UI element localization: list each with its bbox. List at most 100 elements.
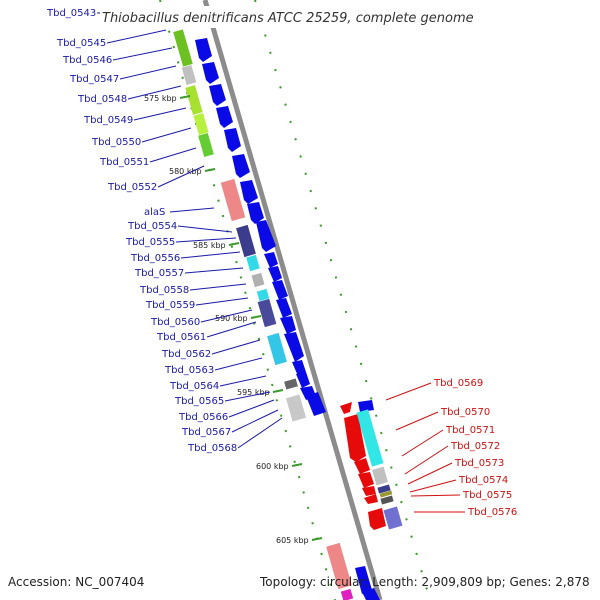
leader-line-right xyxy=(407,462,453,485)
leader-line-left xyxy=(189,283,247,291)
leader-line-left xyxy=(180,251,241,259)
kbp-label: 605 kbp xyxy=(276,536,309,545)
cog-blocks-left xyxy=(173,29,307,422)
gene-label-left[interactable]: Tbd_0559 xyxy=(145,300,195,311)
cog-block xyxy=(377,484,391,494)
gene-label-left[interactable]: Tbd_0547 xyxy=(69,74,119,85)
cds-forward xyxy=(224,128,241,152)
gene-label-right[interactable]: Tbd_0569 xyxy=(433,378,483,389)
leader-line-left xyxy=(157,165,205,188)
gene-label-right[interactable]: Tbd_0574 xyxy=(458,475,508,486)
topology-label: Topology: circular; Length: 2,909,809 bp… xyxy=(259,575,590,589)
leader-line-right xyxy=(385,382,432,401)
cog-block xyxy=(257,298,277,328)
leader-line-left xyxy=(141,127,192,143)
cds-forward xyxy=(209,84,226,106)
kbp-label: 585 kbp xyxy=(193,241,226,250)
leader-line-right xyxy=(401,429,444,457)
cds-forward xyxy=(195,38,212,62)
cds-reverse xyxy=(354,458,370,474)
gene-label-left[interactable]: Tbd_0564 xyxy=(169,381,219,392)
gene-label-left[interactable]: Tbd_0543 xyxy=(46,8,96,19)
gene-label-left[interactable]: Tbd_0555 xyxy=(125,237,175,248)
cds-reverse xyxy=(368,508,386,530)
cds-forward xyxy=(355,566,372,594)
cog-block xyxy=(251,272,265,288)
cds-forward xyxy=(296,372,310,388)
gene-label-right[interactable]: Tbd_0573 xyxy=(454,458,504,469)
gene-label-left[interactable]: Tbd_0554 xyxy=(127,221,177,232)
gene-label-left[interactable]: Tbd_0563 xyxy=(164,365,214,376)
cds-reverse xyxy=(340,402,352,414)
cog-block xyxy=(356,409,384,467)
gene-label-left[interactable]: Tbd_0552 xyxy=(107,182,157,193)
gene-label-left[interactable]: Tbd_0561 xyxy=(156,332,206,343)
leader-line-left xyxy=(177,225,233,233)
kbp-ticks: 575 kbp 580 kbp 585 kbp 590 kbp 595 kbp 600 k… xyxy=(144,94,323,545)
cog-block xyxy=(372,466,388,486)
cog-blocks-right xyxy=(326,409,403,600)
cds-forward xyxy=(247,202,264,224)
kbp-label: 580 kbp xyxy=(169,167,202,176)
gene-label-left[interactable]: Tbd_0549 xyxy=(83,115,133,126)
leader-line-left xyxy=(169,207,215,213)
gene-label-left[interactable]: alaS xyxy=(144,207,165,218)
cog-block xyxy=(236,224,256,258)
leader-line-left xyxy=(219,375,267,387)
leader-line-left xyxy=(119,65,177,80)
cds-reverse xyxy=(364,494,378,504)
kbp-label: 575 kbp xyxy=(144,94,177,103)
gene-label-left[interactable]: Tbd_0557 xyxy=(134,268,184,279)
cds-forward xyxy=(306,392,326,416)
gene-label-right[interactable]: Tbd_0570 xyxy=(440,407,490,418)
leader-line-left xyxy=(200,309,253,323)
cog-block xyxy=(256,288,270,302)
gene-label-left[interactable]: Tbd_0550 xyxy=(91,137,141,148)
gene-label-right[interactable]: Tbd_0575 xyxy=(462,490,512,501)
gene-label-left[interactable]: Tbd_0568 xyxy=(187,443,237,454)
cog-block xyxy=(383,506,403,530)
cog-block xyxy=(326,542,352,590)
leader-line-left xyxy=(127,85,182,100)
leader-line-left xyxy=(224,391,271,402)
gene-label-left[interactable]: Tbd_0566 xyxy=(178,412,228,423)
gene-label-left[interactable]: Tbd_0551 xyxy=(99,157,149,168)
gene-label-left[interactable]: Tbd_0558 xyxy=(139,285,189,296)
gene-label-left[interactable]: Tbd_0556 xyxy=(130,253,180,264)
cds-forward xyxy=(292,360,306,376)
cds-forward xyxy=(232,154,250,178)
cds-reverse xyxy=(362,486,376,496)
leader-line-left xyxy=(149,147,197,163)
cds-forward xyxy=(284,332,304,362)
kbp-label: 600 kbp xyxy=(256,462,289,471)
kbp-tick xyxy=(291,463,303,467)
cog-block xyxy=(267,332,287,366)
cog-block xyxy=(284,378,298,390)
gene-label-right[interactable]: Tbd_0572 xyxy=(450,441,500,452)
gene-label-left[interactable]: Tbd_0567 xyxy=(181,427,231,438)
reverse-cds-track xyxy=(340,402,386,530)
gene-label-left[interactable]: Tbd_0548 xyxy=(77,94,127,105)
gene-label-left[interactable]: Tbd_0546 xyxy=(62,55,112,66)
cds-reverse xyxy=(344,414,366,462)
cog-block xyxy=(181,64,197,86)
left-gene-labels: Tbd_0543 Tbd_0545 Tbd_0546 Tbd_0547 Tbd_0548… xyxy=(46,8,283,454)
cog-block xyxy=(285,394,307,422)
gene-label-left[interactable]: Tbd_0565 xyxy=(174,396,224,407)
gene-label-left[interactable]: Tbd_0562 xyxy=(161,349,211,360)
leader-line-left xyxy=(184,267,244,274)
gene-label-right[interactable]: Tbd_0571 xyxy=(445,425,495,436)
gene-label-right[interactable]: Tbd_0576 xyxy=(467,507,517,518)
leader-line-right xyxy=(395,411,439,431)
leader-line-left xyxy=(228,399,275,418)
cds-forward xyxy=(362,588,380,600)
leader-line-left xyxy=(195,297,249,306)
leader-line-left xyxy=(214,357,263,371)
map-title: Thiobacillus denitrificans ATCC 25259, c… xyxy=(102,11,474,26)
cog-block xyxy=(185,85,203,115)
gene-label-left[interactable]: Tbd_0560 xyxy=(150,317,200,328)
leader-line-left xyxy=(133,107,187,121)
cog-block xyxy=(220,178,246,222)
gene-label-left[interactable]: Tbd_0545 xyxy=(56,38,106,49)
cds-forward xyxy=(280,316,296,334)
